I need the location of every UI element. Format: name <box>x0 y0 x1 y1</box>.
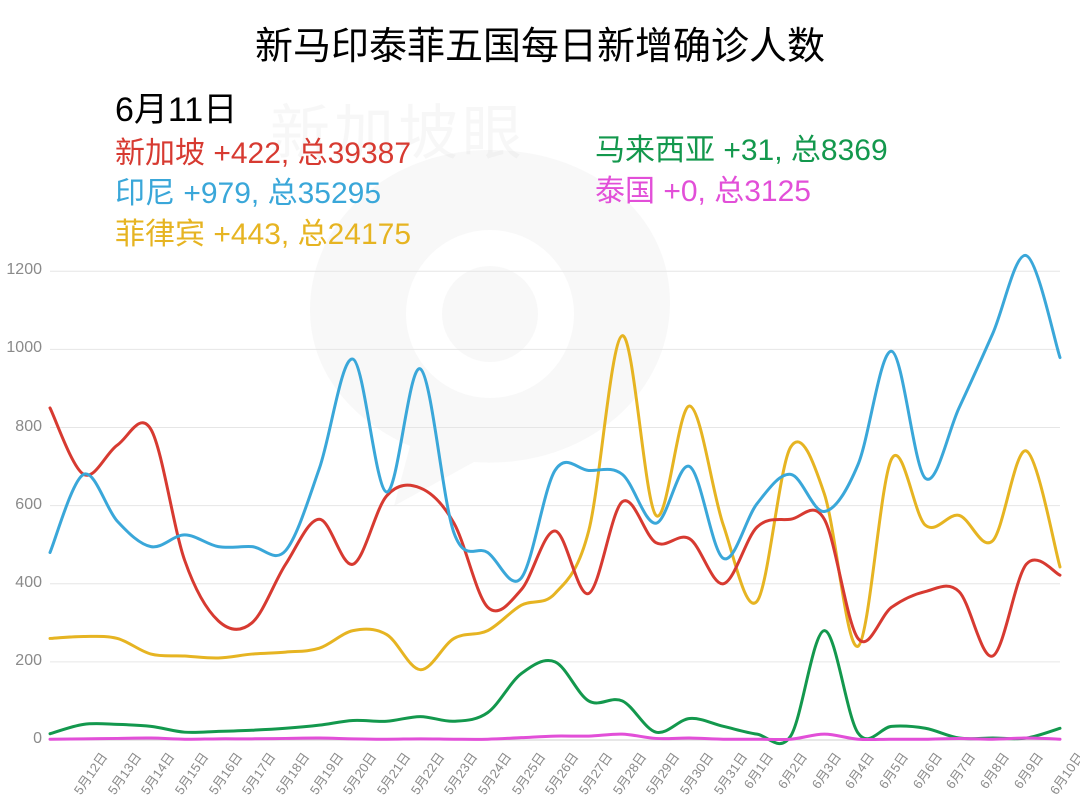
series-singapore <box>50 408 1060 656</box>
legend-philippines: 菲律宾 +443, 总24175 <box>115 215 411 256</box>
legend-left-block: 6月11日 新加坡 +422, 总39387 印尼 +979, 总35295 菲… <box>115 88 411 255</box>
legend-malaysia: 马来西亚 +31, 总8369 <box>595 131 888 172</box>
series-philippines <box>50 336 1060 670</box>
legend-indonesia: 印尼 +979, 总35295 <box>115 174 411 215</box>
series-malaysia <box>50 631 1060 744</box>
legend-thailand: 泰国 +0, 总3125 <box>595 172 888 213</box>
series-thailand <box>50 734 1060 740</box>
legend-right-block: 马来西亚 +31, 总8369 泰国 +0, 总3125 <box>595 131 888 212</box>
date-label: 6月11日 <box>115 88 411 134</box>
legend-singapore: 新加坡 +422, 总39387 <box>115 134 411 175</box>
